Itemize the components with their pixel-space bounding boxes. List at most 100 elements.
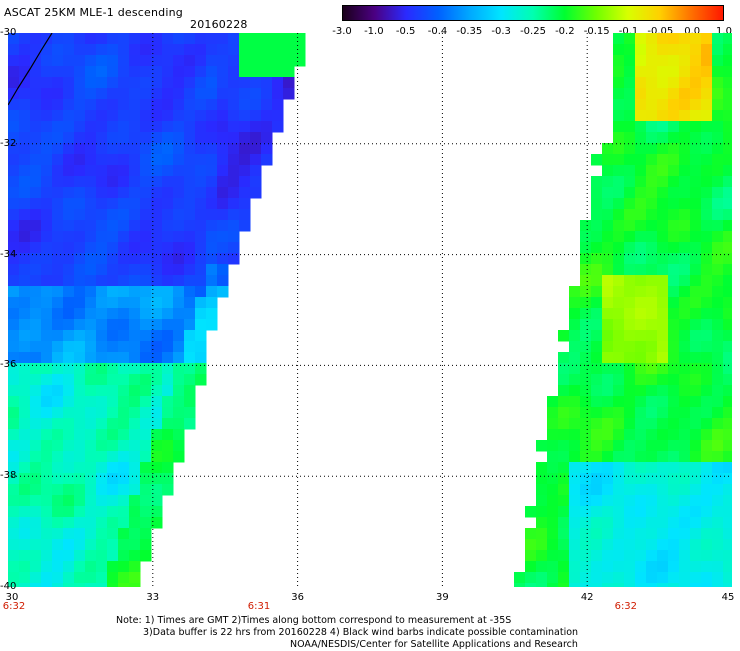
swath-cell [107, 418, 119, 430]
swath-cell [195, 55, 207, 67]
swath-cell [668, 231, 680, 243]
swath-cell [646, 407, 658, 419]
swath-cell [679, 275, 691, 287]
swath-cell [602, 319, 614, 331]
swath-cell [140, 44, 152, 56]
swath-cell [602, 506, 614, 518]
swath-cell [569, 583, 581, 587]
swath-cell [52, 550, 64, 562]
swath-cell [723, 99, 732, 111]
swath-cell [52, 396, 64, 408]
swath-cell [85, 297, 97, 309]
swath-cell [151, 407, 163, 419]
swath-cell [129, 385, 141, 397]
map-plot-area[interactable] [8, 33, 732, 587]
swath-cell [85, 33, 97, 45]
swath-cell [129, 539, 141, 551]
swath-cell [52, 99, 64, 111]
swath-cell [558, 396, 570, 408]
swath-cell [206, 154, 218, 166]
swath-map[interactable] [8, 33, 732, 587]
swath-cell [162, 451, 174, 463]
swath-cell [107, 55, 119, 67]
swath-cell [85, 99, 97, 111]
swath-cell [668, 407, 680, 419]
swath-cell [569, 429, 581, 441]
swath-cell [30, 220, 42, 232]
swath-cell [85, 154, 97, 166]
swath-cell [657, 429, 669, 441]
swath-cell [162, 99, 174, 111]
swath-cell [30, 440, 42, 452]
swath-cell [107, 451, 119, 463]
swath-cell [723, 165, 732, 177]
swath-cell [690, 88, 702, 100]
swath-cell [701, 352, 713, 364]
swath-cell [85, 88, 97, 100]
swath-cell [184, 319, 196, 331]
swath-cell [74, 374, 86, 386]
swath-cell [118, 352, 130, 364]
swath-cell [239, 121, 251, 133]
swath-cell [701, 231, 713, 243]
swath-cell [107, 154, 119, 166]
swath-cell [624, 176, 636, 188]
swath-cell [690, 583, 702, 587]
swath-cell [19, 286, 31, 298]
swath-cell [701, 187, 713, 199]
swath-cell [52, 572, 64, 584]
swath-cell [668, 319, 680, 331]
swath-cell [140, 451, 152, 463]
swath-cell [646, 440, 658, 452]
swath-cell [646, 209, 658, 221]
swath-cell [602, 473, 614, 485]
swath-cell [41, 407, 53, 419]
swath-cell [107, 495, 119, 507]
swath-cell [613, 88, 625, 100]
swath-cell [8, 44, 20, 56]
swath-cell [668, 176, 680, 188]
swath-cell [679, 286, 691, 298]
swath-cell [613, 231, 625, 243]
swath-cell [250, 132, 262, 144]
swath-cell [30, 176, 42, 188]
swath-cell [690, 275, 702, 287]
swath-cell [646, 165, 658, 177]
swath-cell [63, 550, 75, 562]
swath-cell [74, 319, 86, 331]
swath-cell [63, 99, 75, 111]
swath-cell [118, 33, 130, 45]
swath-cell [19, 396, 31, 408]
swath-cell [712, 363, 724, 375]
swath-cell [173, 198, 185, 210]
swath-cell [85, 253, 97, 265]
swath-cell [41, 506, 53, 518]
swath-cell [228, 132, 240, 144]
swath-cell [107, 110, 119, 122]
swath-cell [679, 242, 691, 254]
swath-cell [107, 264, 119, 276]
swath-cell [151, 253, 163, 265]
swath-cell [613, 495, 625, 507]
swath-cell [74, 231, 86, 243]
swath-cell [74, 176, 86, 188]
swath-cell [646, 539, 658, 551]
swath-cell [679, 385, 691, 397]
swath-cell [129, 528, 141, 540]
swath-cell [173, 33, 185, 45]
swath-cell [173, 396, 185, 408]
swath-cell [107, 528, 119, 540]
swath-cell [712, 275, 724, 287]
swath-cell [118, 396, 130, 408]
swath-cell [536, 528, 548, 540]
swath-cell [591, 341, 603, 353]
swath-cell [85, 440, 97, 452]
swath-cell [195, 275, 207, 287]
swath-cell [580, 231, 592, 243]
swath-cell [668, 264, 680, 276]
swath-cell [162, 440, 174, 452]
swath-cell [129, 77, 141, 89]
swath-cell [8, 418, 20, 430]
swath-cell [712, 253, 724, 265]
swath-cell [690, 495, 702, 507]
